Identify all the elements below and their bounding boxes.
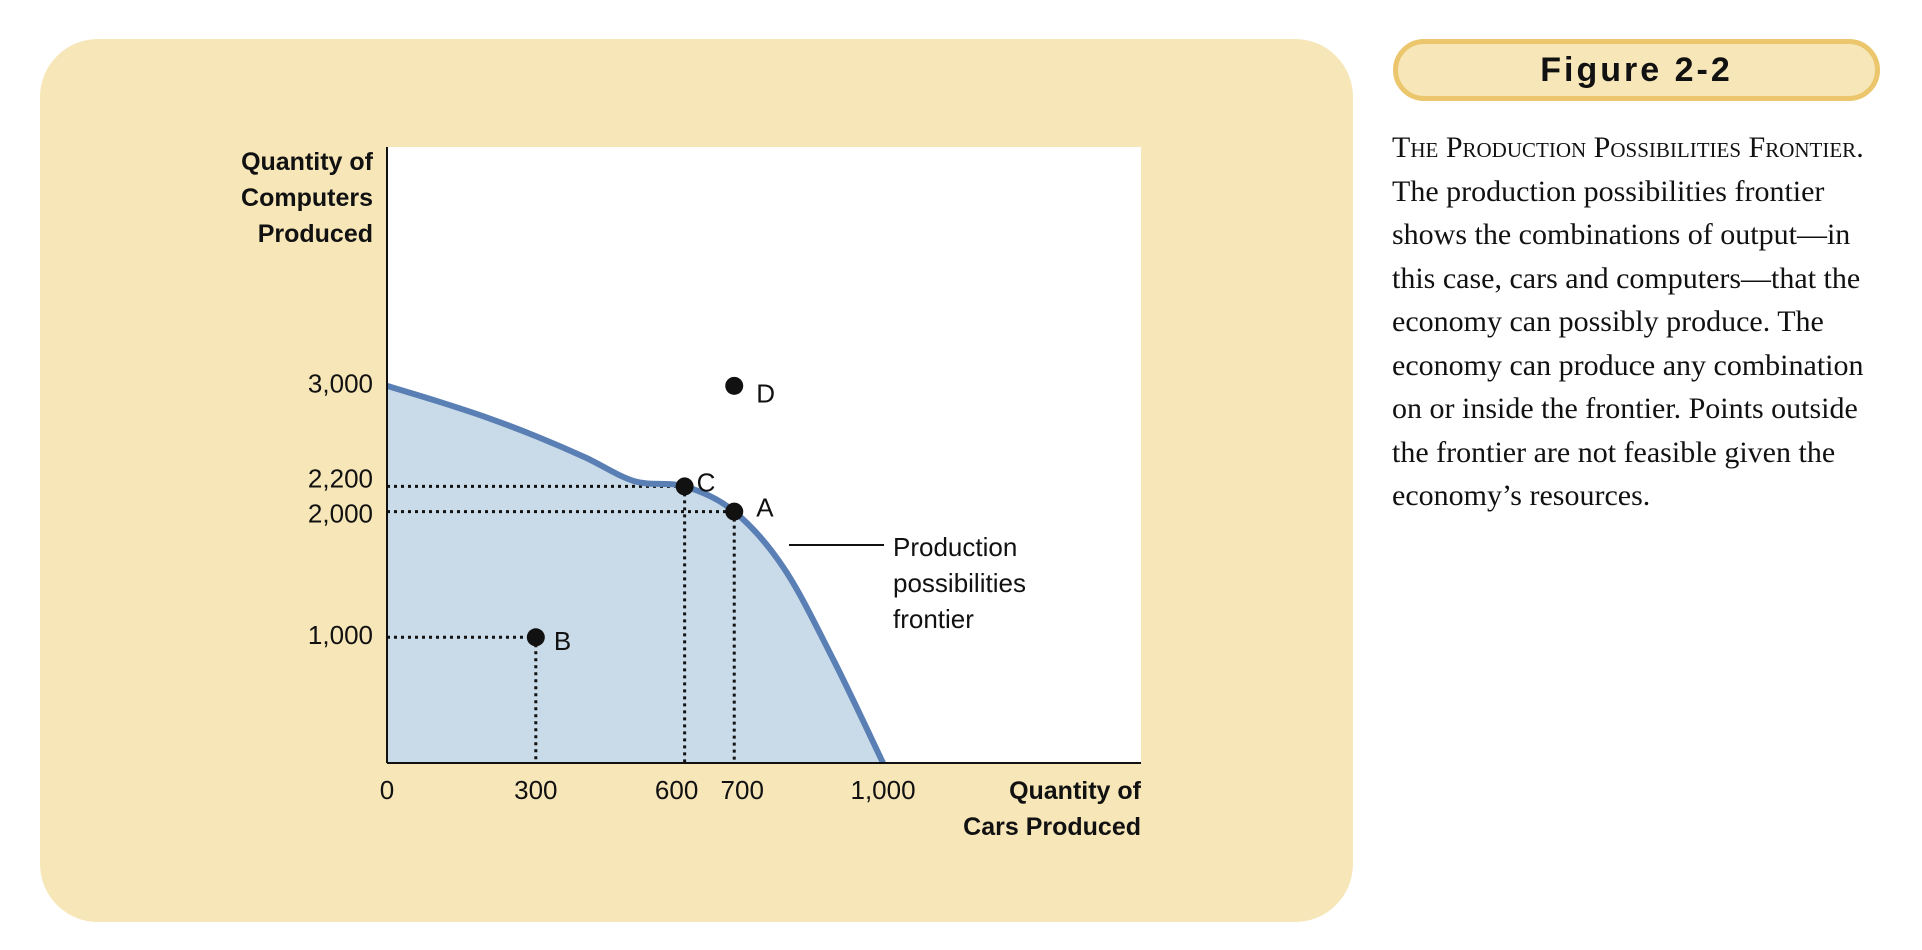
- x-tick-0: 0: [380, 775, 394, 805]
- point-label-a: A: [756, 492, 774, 522]
- point-label-b: B: [554, 626, 571, 656]
- y-tick-3000: 3,000: [308, 369, 373, 399]
- point-label-c: C: [697, 467, 716, 497]
- figure-caption: The Production Possibilities Frontier. Th…: [1392, 126, 1892, 518]
- frontier-curve: [386, 382, 886, 765]
- caption-title: The Production Possibilities Frontier.: [1392, 131, 1864, 164]
- x-axis-title: Quantity of Cars Produced: [963, 777, 1142, 841]
- figure-label-badge: Figure 2-2: [1393, 39, 1880, 101]
- guide-lines: [387, 484, 736, 763]
- x-tick-300: 300: [514, 775, 557, 805]
- x-tick-labels: 0 300 600 700 1,000: [380, 775, 916, 805]
- feasible-region: [387, 385, 884, 763]
- frontier-annotation-label: Production possibilities frontier: [893, 532, 1026, 634]
- point-d: [725, 376, 744, 395]
- y-axis-title: Quantity of Computers Produced: [241, 148, 374, 248]
- x-tick-1000: 1,000: [851, 775, 916, 805]
- caption-body: The production possibilities frontier sh…: [1392, 174, 1864, 513]
- point-label-d: D: [756, 379, 775, 409]
- y-tick-labels: 1,000 2,000 2,200 3,000: [308, 369, 373, 650]
- x-tick-700: 700: [721, 775, 764, 805]
- point-a: [725, 502, 744, 521]
- point-c: [675, 477, 694, 496]
- x-tick-600: 600: [655, 775, 698, 805]
- data-points: A B C D: [526, 376, 775, 656]
- y-tick-2000: 2,000: [308, 498, 373, 528]
- point-b: [526, 628, 545, 647]
- y-tick-2200: 2,200: [308, 463, 373, 493]
- y-tick-1000: 1,000: [308, 620, 373, 650]
